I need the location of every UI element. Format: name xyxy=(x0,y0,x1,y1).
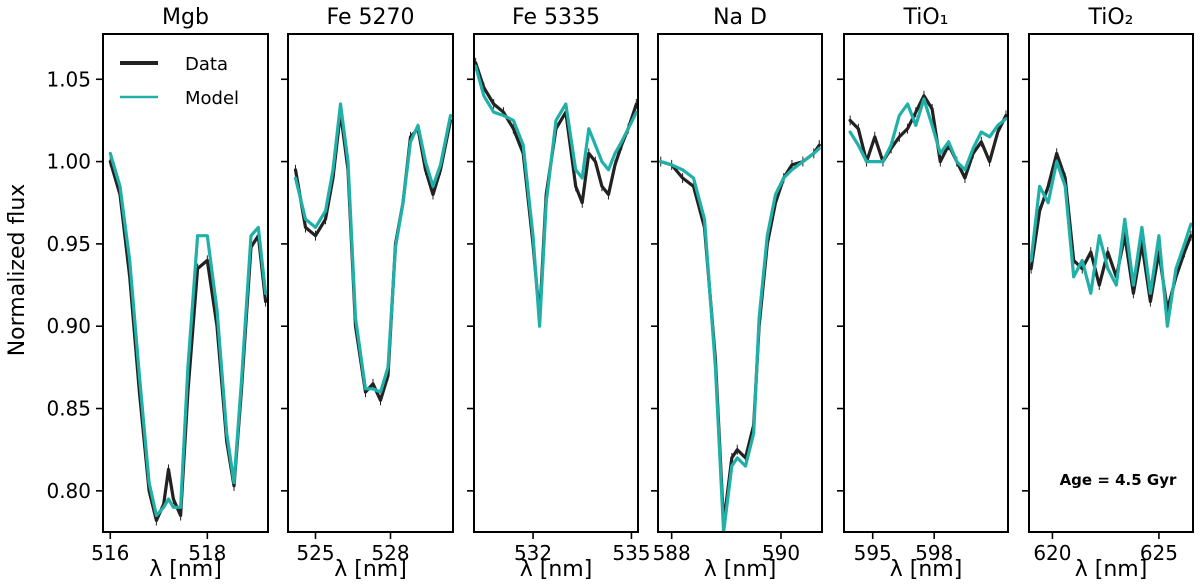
panel-frame xyxy=(1028,33,1194,533)
model-series-line xyxy=(108,151,268,518)
y-tick-label: 0.85 xyxy=(46,397,91,421)
x-tick-label: 598 xyxy=(915,541,953,565)
panel-frame xyxy=(102,33,269,533)
series-group xyxy=(1029,148,1193,328)
y-tick-label: 0.80 xyxy=(46,479,91,503)
y-axis-label: Normalized flux xyxy=(5,184,30,357)
x-tick-label: 625 xyxy=(1140,541,1178,565)
x-tick-label: 590 xyxy=(762,541,800,565)
model-series-line xyxy=(848,97,1008,172)
panel-frame xyxy=(473,33,639,533)
model-series-line xyxy=(293,102,453,394)
data-series-line xyxy=(659,143,821,526)
panel-title: TiO₁ xyxy=(902,5,948,30)
x-axis-label: λ [nm] xyxy=(704,557,777,582)
y-tick-label: 1.00 xyxy=(46,150,91,174)
x-tick-label: 535 xyxy=(612,541,650,565)
x-axis-label: λ [nm] xyxy=(334,557,407,582)
legend-label: Data xyxy=(185,54,228,75)
y-tick-label: 0.95 xyxy=(46,232,91,256)
legend: Data Model xyxy=(120,54,239,109)
x-tick-label: 518 xyxy=(188,541,226,565)
data-series-line xyxy=(108,160,268,523)
panel-title: Fe 5270 xyxy=(327,5,415,30)
x-tick-label: 620 xyxy=(1033,541,1071,565)
data-series-line xyxy=(848,94,1008,180)
panel-3: Fe 5335 532 535 λ [nm] xyxy=(467,5,651,582)
model-series-line xyxy=(1029,160,1193,328)
panel-title: Na D xyxy=(713,5,767,30)
series-group xyxy=(848,90,1008,184)
panel-frame xyxy=(287,33,454,533)
x-axis-label: λ [nm] xyxy=(149,557,222,582)
x-axis-label: λ [nm] xyxy=(890,557,963,582)
panel-frame xyxy=(843,33,1009,533)
y-tick-label: 1.05 xyxy=(46,67,91,91)
series-group xyxy=(659,140,821,532)
panel-title: Mgb xyxy=(162,5,209,30)
legend-label: Model xyxy=(185,88,239,109)
data-series-line xyxy=(474,61,638,320)
x-tick-label: 532 xyxy=(514,541,552,565)
x-tick-label: 528 xyxy=(371,541,409,565)
model-series-line xyxy=(659,146,821,532)
series-group xyxy=(293,102,453,406)
x-axis-label: λ [nm] xyxy=(1075,557,1148,582)
panel-frame xyxy=(657,33,823,533)
series-group xyxy=(108,151,268,526)
panel-title: Fe 5335 xyxy=(512,5,600,30)
x-tick-label: 516 xyxy=(91,541,129,565)
y-tick-label: 0.90 xyxy=(46,314,91,338)
x-tick-label: 588 xyxy=(653,541,691,565)
x-tick-label: 525 xyxy=(296,541,334,565)
model-series-line xyxy=(474,64,638,328)
panel-title: TiO₂ xyxy=(1087,5,1133,30)
age-annotation: Age = 4.5 Gyr xyxy=(1060,471,1177,489)
x-axis-label: λ [nm] xyxy=(520,557,593,582)
data-series-line xyxy=(293,110,453,402)
x-tick-label: 595 xyxy=(854,541,892,565)
series-group xyxy=(474,57,638,328)
